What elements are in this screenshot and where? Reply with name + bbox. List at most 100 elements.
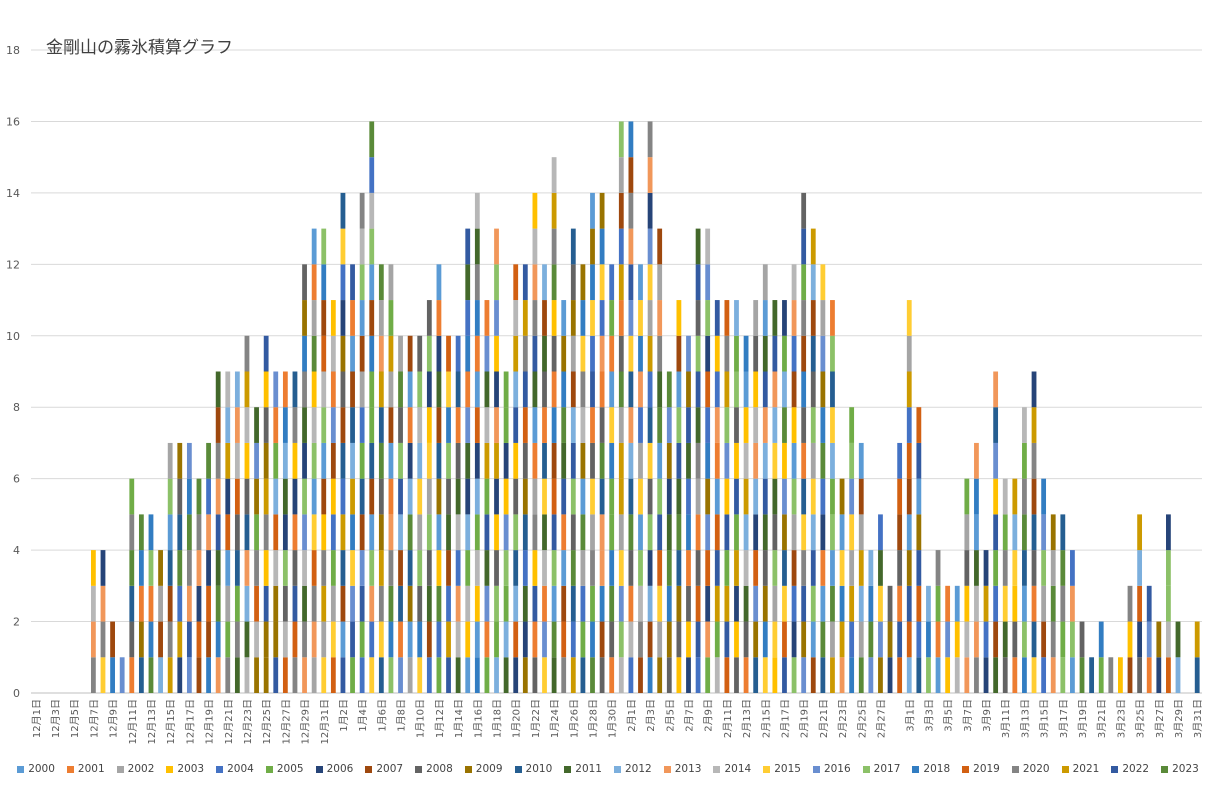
- bar-segment: [340, 442, 346, 479]
- bar-segment: [100, 585, 106, 622]
- bar-segment: [292, 514, 298, 551]
- bar-segment: [772, 300, 778, 336]
- bar-segment: [878, 657, 883, 693]
- bar-segment: [782, 407, 787, 443]
- bar-segment: [513, 264, 519, 301]
- bar-segment: [532, 228, 538, 265]
- bar-segment: [695, 264, 701, 301]
- x-tick-label: 2月7日: [683, 699, 695, 732]
- bar-segment: [801, 192, 807, 229]
- bar-segment: [638, 264, 643, 301]
- bar-segment: [90, 657, 96, 693]
- x-tick-label: 3月11日: [1000, 699, 1012, 738]
- bar-segment: [1098, 621, 1104, 658]
- x-tick-label: 12月31日: [319, 699, 331, 744]
- bar-segment: [782, 585, 787, 622]
- bar-segment: [551, 371, 557, 408]
- bar-segment: [263, 585, 269, 622]
- bar-segment: [167, 657, 173, 693]
- bar-segment: [935, 621, 941, 658]
- bar-segment: [705, 335, 711, 372]
- bar-segment: [580, 621, 586, 658]
- bar-segment: [810, 228, 816, 265]
- bars: [90, 121, 1200, 693]
- bar-segment: [599, 621, 605, 658]
- bar-segment: [791, 585, 797, 622]
- bar-segment: [590, 335, 595, 372]
- bar-segment: [263, 335, 269, 372]
- bar-segment: [810, 621, 816, 658]
- bar-segment: [254, 442, 259, 479]
- legend-swatch: [17, 765, 25, 773]
- bar-segment: [551, 657, 557, 693]
- bar-segment: [206, 585, 211, 622]
- bar-segment: [436, 514, 442, 551]
- bar-segment: [830, 371, 835, 408]
- bar-segment: [599, 228, 605, 265]
- bar-segment: [350, 407, 355, 443]
- bar-segment: [532, 514, 538, 551]
- legend-item: 2006: [315, 763, 353, 775]
- bar-segment: [945, 585, 951, 622]
- bar-segment: [590, 228, 595, 265]
- bar-segment: [628, 228, 634, 265]
- bar-segment: [426, 514, 432, 551]
- bar-segment: [494, 442, 499, 479]
- legend-swatch: [166, 765, 174, 773]
- bar-segment: [1079, 621, 1085, 658]
- bar-segment: [1118, 657, 1123, 693]
- bar-segment: [292, 550, 298, 586]
- bar-segment: [302, 335, 307, 372]
- bar-segment: [1175, 621, 1181, 658]
- bar-segment: [599, 407, 605, 443]
- bar-segment: [455, 514, 461, 551]
- bar-segment: [369, 264, 375, 301]
- bar-segment: [945, 657, 951, 693]
- bar-segment: [1002, 585, 1008, 622]
- bar-segment: [1137, 621, 1143, 658]
- bar-segment: [167, 550, 173, 586]
- bar-segment: [762, 550, 768, 586]
- bar-segment: [714, 335, 720, 372]
- bar-segment: [628, 121, 634, 158]
- bar-segment: [782, 300, 787, 336]
- bar-segment: [868, 657, 874, 693]
- bar-segment: [1060, 550, 1066, 586]
- bar-segment: [522, 300, 528, 336]
- bar-segment: [244, 335, 250, 372]
- bar-segment: [158, 621, 163, 658]
- bar-segment: [858, 585, 864, 622]
- bar-segment: [782, 621, 787, 658]
- bar-segment: [494, 585, 499, 622]
- bar-segment: [340, 335, 346, 372]
- y-tick-label: 16: [6, 115, 20, 128]
- bar-segment: [714, 657, 720, 693]
- bar-segment: [983, 585, 989, 622]
- bar-segment: [378, 371, 384, 408]
- bar-segment: [273, 657, 279, 693]
- bar-segment: [378, 657, 384, 693]
- bar-segment: [455, 657, 461, 693]
- bar-segment: [100, 550, 106, 586]
- bar-segment: [1175, 657, 1181, 693]
- bar-segment: [974, 478, 979, 515]
- bar-segment: [378, 407, 384, 443]
- bar-segment: [801, 371, 807, 408]
- bar-segment: [906, 335, 912, 372]
- x-tick-label: 12月13日: [146, 699, 158, 744]
- bar-segment: [551, 300, 557, 336]
- bar-segment: [676, 335, 682, 372]
- bar-segment: [935, 657, 941, 693]
- legend-item: 2002: [116, 763, 154, 775]
- bar-segment: [1031, 657, 1037, 693]
- legend-label: 2021: [1072, 763, 1100, 775]
- bar-segment: [964, 550, 970, 586]
- legend-item: 2005: [265, 763, 304, 775]
- bar-segment: [551, 192, 557, 229]
- bar-segment: [638, 585, 643, 622]
- bar-segment: [714, 478, 720, 515]
- bar-segment: [398, 585, 403, 622]
- bar-segment: [522, 585, 528, 622]
- bar-segment: [830, 478, 835, 515]
- y-tick-label: 6: [13, 473, 20, 486]
